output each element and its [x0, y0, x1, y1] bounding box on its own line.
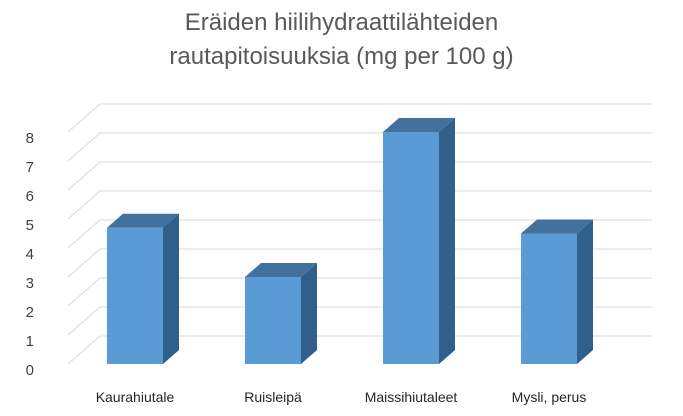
gridline [67, 219, 652, 249]
y-tick-label: 6 [26, 188, 34, 205]
gridline [67, 277, 652, 307]
y-tick-label: 8 [26, 130, 34, 147]
bar-top [107, 213, 179, 228]
x-category-label: Kaurahiutale [96, 389, 175, 405]
x-category-label: Mysli, perus [512, 389, 587, 405]
y-tick-label: 4 [26, 246, 34, 263]
y-tick-label: 5 [26, 217, 34, 234]
y-tick-label: 1 [26, 333, 34, 350]
bar-top [245, 263, 317, 277]
bar [521, 233, 577, 364]
gridline [67, 335, 652, 365]
gridline [67, 161, 652, 191]
gridline [67, 306, 652, 336]
bar [245, 277, 301, 364]
bar-top [521, 219, 593, 234]
y-tick-label: 0 [26, 362, 34, 379]
x-category-label: Maissihiutaleet [365, 389, 458, 405]
gridline [67, 190, 652, 220]
y-tick-label: 2 [26, 304, 34, 321]
bar-top [383, 118, 455, 132]
bar-side [301, 263, 317, 364]
gridline [67, 248, 652, 278]
bar [383, 132, 439, 364]
gridline [67, 132, 652, 162]
bar-side [163, 213, 179, 364]
gridline [67, 103, 652, 133]
x-category-label: Ruisleipä [244, 389, 302, 405]
bar-side [577, 219, 593, 364]
bar [107, 227, 163, 364]
chart-title-line-2: rautapitoisuuksia (mg per 100 g) [169, 43, 514, 70]
bar-side [439, 118, 455, 364]
y-tick-label: 7 [26, 159, 34, 176]
y-tick-label: 3 [26, 275, 34, 292]
chart-title: Eräiden hiilihydraattilähteiden rautapit… [0, 6, 683, 74]
chart-title-line-1: Eräiden hiilihydraattilähteiden [184, 9, 499, 36]
